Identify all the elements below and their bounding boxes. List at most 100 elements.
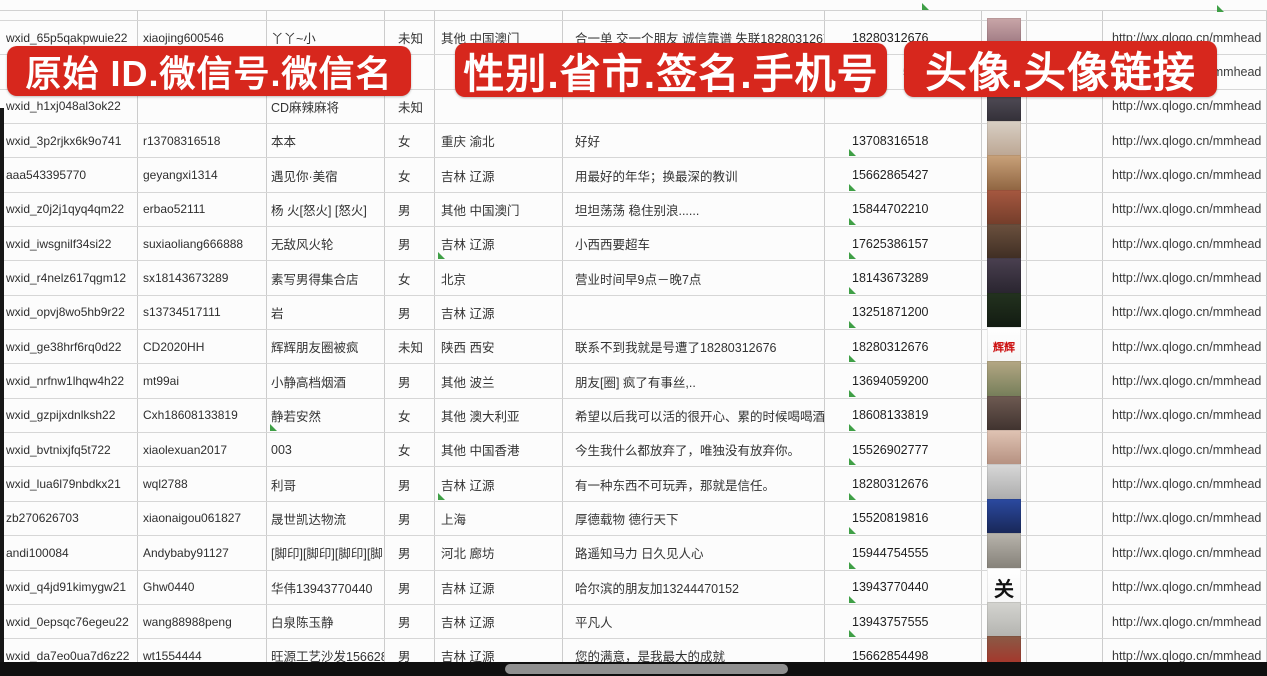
cell-region[interactable]: 其他 中国澳门 xyxy=(435,21,563,55)
cell-gender[interactable]: 未知 xyxy=(385,89,435,124)
cell-url[interactable]: http://wx.qlogo.cn/mmhead xyxy=(1103,227,1267,261)
cell-id[interactable]: wxid_r4nelz617qgm12 xyxy=(0,261,138,295)
cell-url[interactable]: http://wx.qlogo.cn/mmhead xyxy=(1103,330,1267,364)
cell-region[interactable]: 吉林 辽源 xyxy=(435,467,563,501)
cell-id[interactable]: zb270626703 xyxy=(0,501,138,536)
cell-avatar[interactable] xyxy=(982,189,1027,229)
cell-gender[interactable]: 女 xyxy=(385,124,435,158)
cell-name[interactable]: 003 xyxy=(267,433,385,467)
cell-account[interactable]: sx18143673289 xyxy=(138,261,267,295)
cell-signature[interactable]: 营业时间早9点－晚7点 xyxy=(563,261,825,295)
cell-url[interactable]: http://wx.qlogo.cn/mmhead xyxy=(1103,192,1267,227)
cell-signature[interactable]: 朋友[圈] 疯了有事丝,.. xyxy=(563,364,825,398)
cell-name[interactable]: 辉辉朋友圈被疯 xyxy=(267,330,385,364)
cell-account[interactable]: xiaojing600546 xyxy=(138,21,267,55)
cell-gender[interactable]: 女 xyxy=(385,158,435,192)
cell-url[interactable]: http://wx.qlogo.cn/mmhead xyxy=(1103,364,1267,398)
cell-signature[interactable]: 坦坦荡荡 稳住别浪...... xyxy=(563,192,825,227)
cell-phone[interactable]: 17625386157 xyxy=(825,227,982,261)
cell-avatar[interactable] xyxy=(982,224,1027,264)
cell-id[interactable]: wxid_da7eo0ua7d6z22 xyxy=(0,639,138,673)
cell-region[interactable]: 吉林 辽源 xyxy=(435,158,563,192)
cell-name[interactable]: 利哥 xyxy=(267,467,385,501)
cell-id[interactable]: wxid_h1xj048al3ok22 xyxy=(0,89,138,124)
cell-phone[interactable] xyxy=(825,11,982,20)
cell-url[interactable]: http://wx.qlogo.cn/mmhead xyxy=(1103,124,1267,158)
cell-avatar[interactable] xyxy=(982,601,1027,641)
scrollbar-thumb[interactable] xyxy=(505,664,788,674)
cell-phone[interactable]: 13943770440 xyxy=(825,570,982,604)
horizontal-scrollbar[interactable] xyxy=(0,662,1267,676)
cell-url[interactable]: http://wx.qlogo.cn/mmhead xyxy=(1103,398,1267,433)
cell-url[interactable] xyxy=(1103,11,1267,20)
cell-url[interactable]: http://wx.qlogo.cn/mmhead xyxy=(1103,158,1267,192)
cell-id[interactable]: wxid_gzpijxdnlksh22 xyxy=(0,398,138,433)
cell-gender[interactable]: 男 xyxy=(385,192,435,227)
cell-signature[interactable]: 合一单 交一个朋友 诚信靠谱 失联18280312676 xyxy=(563,21,825,55)
cell-signature[interactable]: 小西西要超车 xyxy=(563,227,825,261)
cell-gender[interactable]: 男 xyxy=(385,570,435,604)
cell-account[interactable]: wql2788 xyxy=(138,467,267,501)
cell-id[interactable]: wxid_65p5qakpwuie22 xyxy=(0,21,138,55)
cell-phone[interactable]: 15520819816 xyxy=(825,501,982,536)
cell-gender[interactable] xyxy=(385,55,435,89)
cell-signature[interactable]: 好好 xyxy=(563,124,825,158)
cell-avatar[interactable] xyxy=(982,533,1027,573)
cell-url[interactable]: http://wx.qlogo.cn/mmhead xyxy=(1103,501,1267,536)
cell-region[interactable]: 陕西 西安 xyxy=(435,330,563,364)
cell-name[interactable]: 小静高档烟酒 xyxy=(267,364,385,398)
cell-avatar[interactable] xyxy=(982,498,1027,538)
cell-avatar[interactable]: 关 xyxy=(982,567,1027,607)
cell-signature[interactable] xyxy=(563,295,825,330)
cell-phone[interactable]: 15944754555 xyxy=(825,536,982,570)
cell-avatar[interactable] xyxy=(982,11,1027,20)
cell-avatar[interactable] xyxy=(982,464,1027,504)
cell-name[interactable]: 静若安然 xyxy=(267,398,385,433)
cell-gender[interactable]: 男 xyxy=(385,639,435,673)
cell-id[interactable]: wxid_lua6l79nbdkx21 xyxy=(0,467,138,501)
cell-gender[interactable]: 女 xyxy=(385,433,435,467)
cell-id[interactable] xyxy=(0,11,138,20)
cell-signature[interactable]: 有一种东西不可玩弄，那就是信任。 xyxy=(563,467,825,501)
cell-gender[interactable]: 未知 xyxy=(385,21,435,55)
cell-name[interactable]: 丫丫~小 xyxy=(267,21,385,55)
cell-account[interactable]: suxiaoliang666888 xyxy=(138,227,267,261)
cell-id[interactable]: wxid_nrfnw1lhqw4h22 xyxy=(0,364,138,398)
cell-region[interactable]: 其他 中国香港 xyxy=(435,433,563,467)
cell-signature[interactable]: 希望以后我可以活的很开心、累的时候喝喝酒吹吹[ xyxy=(563,398,825,433)
cell-url[interactable]: http://wx.qlogo.cn/mmhead xyxy=(1103,261,1267,295)
cell-account[interactable]: s13734517111 xyxy=(138,295,267,330)
cell-name[interactable]: 素写男得集合店 xyxy=(267,261,385,295)
cell-account[interactable]: Andybaby91127 xyxy=(138,536,267,570)
cell-phone[interactable] xyxy=(825,89,982,124)
cell-url[interactable]: http://wx.qlogo.cn/mmhead xyxy=(1103,467,1267,501)
cell-url[interactable]: http://wx.qlogo.cn/mmhead xyxy=(1103,295,1267,330)
cell-gender[interactable]: 男 xyxy=(385,501,435,536)
cell-name[interactable]: 杨 火[怒火] [怒火] xyxy=(267,192,385,227)
cell-account[interactable] xyxy=(138,89,267,124)
cell-id[interactable]: wxid_bvtnixjfq5t722 xyxy=(0,433,138,467)
cell-region[interactable]: 其他 中国澳门 xyxy=(435,192,563,227)
cell-name[interactable]: 遇见你·美宿 xyxy=(267,158,385,192)
cell-region[interactable]: 吉林 辽源 xyxy=(435,604,563,639)
cell-gender[interactable]: 未知 xyxy=(385,330,435,364)
cell-url[interactable]: http://wx.qlogo.cn/mmhead xyxy=(1103,536,1267,570)
cell-name[interactable] xyxy=(267,11,385,20)
cell-region[interactable]: 吉林 辽源 xyxy=(435,570,563,604)
cell-id[interactable]: wxid_ge38hrf6rq0d22 xyxy=(0,330,138,364)
cell-gender[interactable]: 女 xyxy=(385,261,435,295)
cell-id[interactable]: andi100084 xyxy=(0,536,138,570)
cell-region[interactable]: 吉林 辽源 xyxy=(435,639,563,673)
cell-region[interactable]: 其他 澳大利亚 xyxy=(435,398,563,433)
cell-signature[interactable]: 您的满意，是我最大的成就 xyxy=(563,639,825,673)
cell-id[interactable]: wxid_opvj8wo5hb9r22 xyxy=(0,295,138,330)
cell-phone[interactable]: 18143673289 xyxy=(825,261,982,295)
cell-phone[interactable]: 13694059200 xyxy=(825,364,982,398)
cell-phone[interactable]: 13708316518 xyxy=(825,124,982,158)
cell-account[interactable]: r13708316518 xyxy=(138,124,267,158)
cell-phone[interactable]: 18608133819 xyxy=(825,398,982,433)
cell-gender[interactable]: 男 xyxy=(385,536,435,570)
cell-name[interactable]: 晟世凯达物流 xyxy=(267,501,385,536)
cell-name[interactable]: CD麻辣麻将 xyxy=(267,89,385,124)
cell-account[interactable]: erbao52111 xyxy=(138,192,267,227)
